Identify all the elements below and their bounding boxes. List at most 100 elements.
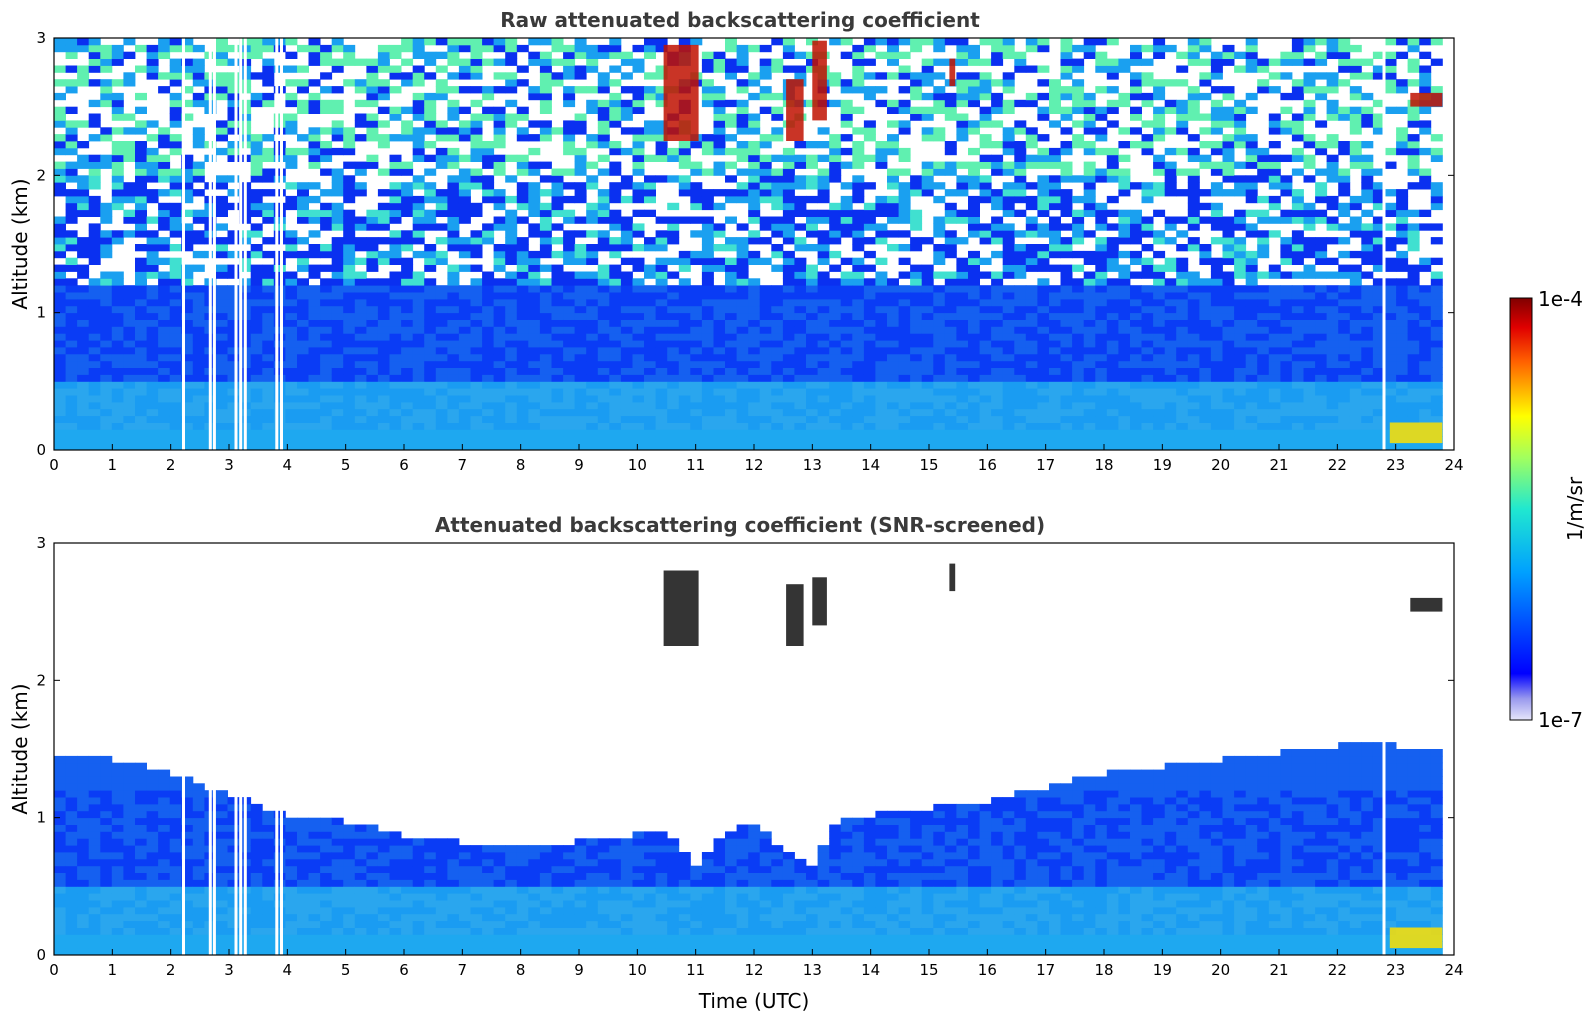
heatmap-cell [1268, 182, 1281, 190]
heatmap-cell [956, 134, 969, 142]
heatmap-cell [1025, 388, 1038, 396]
heatmap-cell [528, 353, 541, 362]
heatmap-cell [505, 195, 518, 204]
heatmap-cell [678, 285, 691, 293]
heatmap-cell [458, 298, 471, 307]
heatmap-cell [343, 340, 356, 348]
heatmap-cell [516, 326, 529, 334]
heatmap-cell [1199, 38, 1212, 46]
heatmap-cell [320, 443, 333, 451]
heatmap-cell [829, 415, 842, 423]
heatmap-cell [1291, 113, 1304, 121]
heatmap-cell [759, 305, 772, 314]
heatmap-cell [1025, 360, 1038, 368]
heatmap-cell [424, 72, 437, 80]
heatmap-cell [736, 65, 749, 73]
heatmap-cell [1257, 408, 1270, 417]
heatmap-cell [1187, 86, 1200, 94]
heatmap-cell [586, 312, 599, 320]
heatmap-cell [979, 422, 992, 430]
heatmap-cell [840, 353, 853, 362]
heatmap-cell [470, 429, 483, 437]
heatmap-cell [343, 415, 356, 423]
heatmap-cell [354, 79, 367, 87]
heatmap-cell [65, 202, 78, 211]
heatmap-cell [620, 99, 633, 108]
heatmap-cell [65, 106, 78, 114]
heatmap-cell [273, 305, 286, 314]
heatmap-cell [111, 175, 124, 183]
heatmap-cell [713, 422, 726, 430]
heatmap-cell [956, 367, 969, 375]
heatmap-cell [470, 202, 483, 211]
heatmap-cell [840, 257, 853, 265]
heatmap-cell [435, 443, 448, 451]
heatmap-cell [343, 326, 356, 334]
heatmap-cell [1199, 216, 1212, 224]
heatmap-cell [1291, 353, 1304, 362]
heatmap-cell [1268, 395, 1281, 403]
heatmap-cell [331, 374, 344, 382]
heatmap-cell [331, 305, 344, 314]
heatmap-cell [968, 79, 980, 87]
heatmap-cell [1106, 429, 1119, 437]
heatmap-cell [1210, 113, 1223, 121]
heatmap-cell [574, 120, 587, 128]
heatmap-cell [956, 278, 969, 286]
heatmap-cell [424, 285, 437, 293]
heatmap-cell [146, 388, 159, 396]
heatmap-cell [1002, 353, 1015, 362]
heatmap-cell [701, 305, 714, 314]
heatmap-cell [1222, 216, 1235, 224]
heatmap-cell [910, 333, 923, 341]
heatmap-cell [678, 415, 691, 423]
heatmap-cell [829, 436, 842, 444]
heatmap-cell [782, 161, 795, 169]
heatmap-cell [1049, 298, 1061, 307]
heatmap-cell [1037, 161, 1050, 169]
heatmap-cell [65, 216, 78, 224]
heatmap-cell [1257, 429, 1270, 437]
heatmap-cell [1025, 216, 1038, 224]
heatmap-cell [794, 381, 807, 389]
heatmap-cell [1014, 189, 1027, 197]
heatmap-cell [1257, 333, 1270, 341]
heatmap-cell [956, 79, 969, 87]
heatmap-cell [563, 395, 576, 403]
heatmap-cell [574, 347, 587, 355]
heatmap-cell [331, 353, 344, 362]
heatmap-cell [898, 367, 911, 375]
heatmap-cell [771, 154, 784, 162]
heatmap-cell [701, 223, 714, 231]
heatmap-cell [77, 381, 90, 389]
heatmap-cell [1037, 305, 1050, 314]
heatmap-cell [759, 175, 772, 183]
heatmap-cell [632, 292, 645, 300]
heatmap-cell [354, 168, 367, 176]
heatmap-cell [667, 415, 680, 423]
heatmap-cell [713, 106, 726, 114]
heatmap-cell [968, 230, 980, 238]
heatmap-cell [424, 429, 437, 437]
heatmap-cell [1130, 127, 1142, 135]
heatmap-cell [308, 443, 321, 451]
heatmap-cell [1049, 340, 1061, 348]
heatmap-cell [65, 127, 78, 135]
heatmap-cell [528, 189, 541, 197]
heatmap-cell [77, 429, 90, 437]
heatmap-cell [297, 443, 309, 451]
heatmap-cell [655, 86, 668, 94]
heatmap-cell [910, 381, 923, 389]
heatmap-cell [377, 429, 390, 437]
heatmap-cell [1106, 360, 1119, 368]
heatmap-cell [308, 230, 321, 238]
heatmap-cell [1095, 237, 1108, 245]
heatmap-cell [586, 347, 599, 355]
heatmap-cell [111, 326, 124, 334]
heatmap-cell [273, 395, 286, 403]
heatmap-cell [1245, 305, 1258, 314]
heatmap-cell [1153, 429, 1166, 437]
heatmap-cell [655, 175, 668, 183]
heatmap-cell [1014, 415, 1027, 423]
heatmap-cell [829, 79, 842, 87]
